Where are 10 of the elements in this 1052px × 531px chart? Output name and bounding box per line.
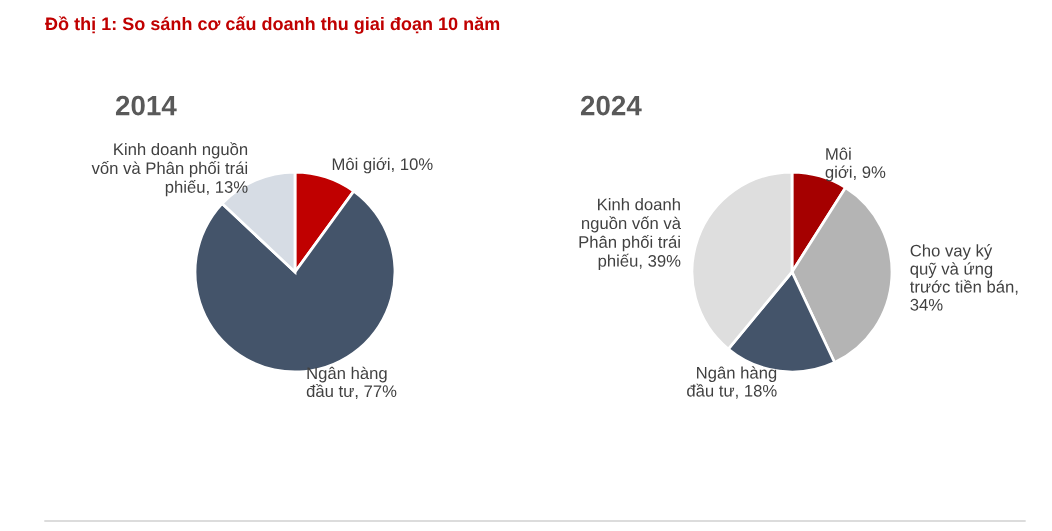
slice-label: Kinh doanh nguồn vốn và Phân phối trái phiếu, 13% — [91, 142, 248, 197]
slice-label: Ngân hàng đầu tư, 77% — [306, 366, 397, 400]
slice-label: Môi giới, 10% — [332, 157, 433, 174]
slice-label: Ngân hàng đầu tư, 18% — [687, 366, 777, 399]
text: Đồ thị 1: So sánh cơ cấu doanh thu giai đoạn 10 năm — [45, 16, 500, 34]
slice-label: Cho vay ký quỹ và ứng trước tiền bán, 34% — [910, 244, 1018, 311]
slice-label: Kinh doanh nguồn vốn và Phân phối trái phiếu, 39% — [579, 198, 681, 271]
chart-title: 2014 — [115, 95, 177, 116]
slice-label: Môi giới, 9% — [825, 147, 886, 182]
chart-title: 2024 — [580, 95, 642, 116]
